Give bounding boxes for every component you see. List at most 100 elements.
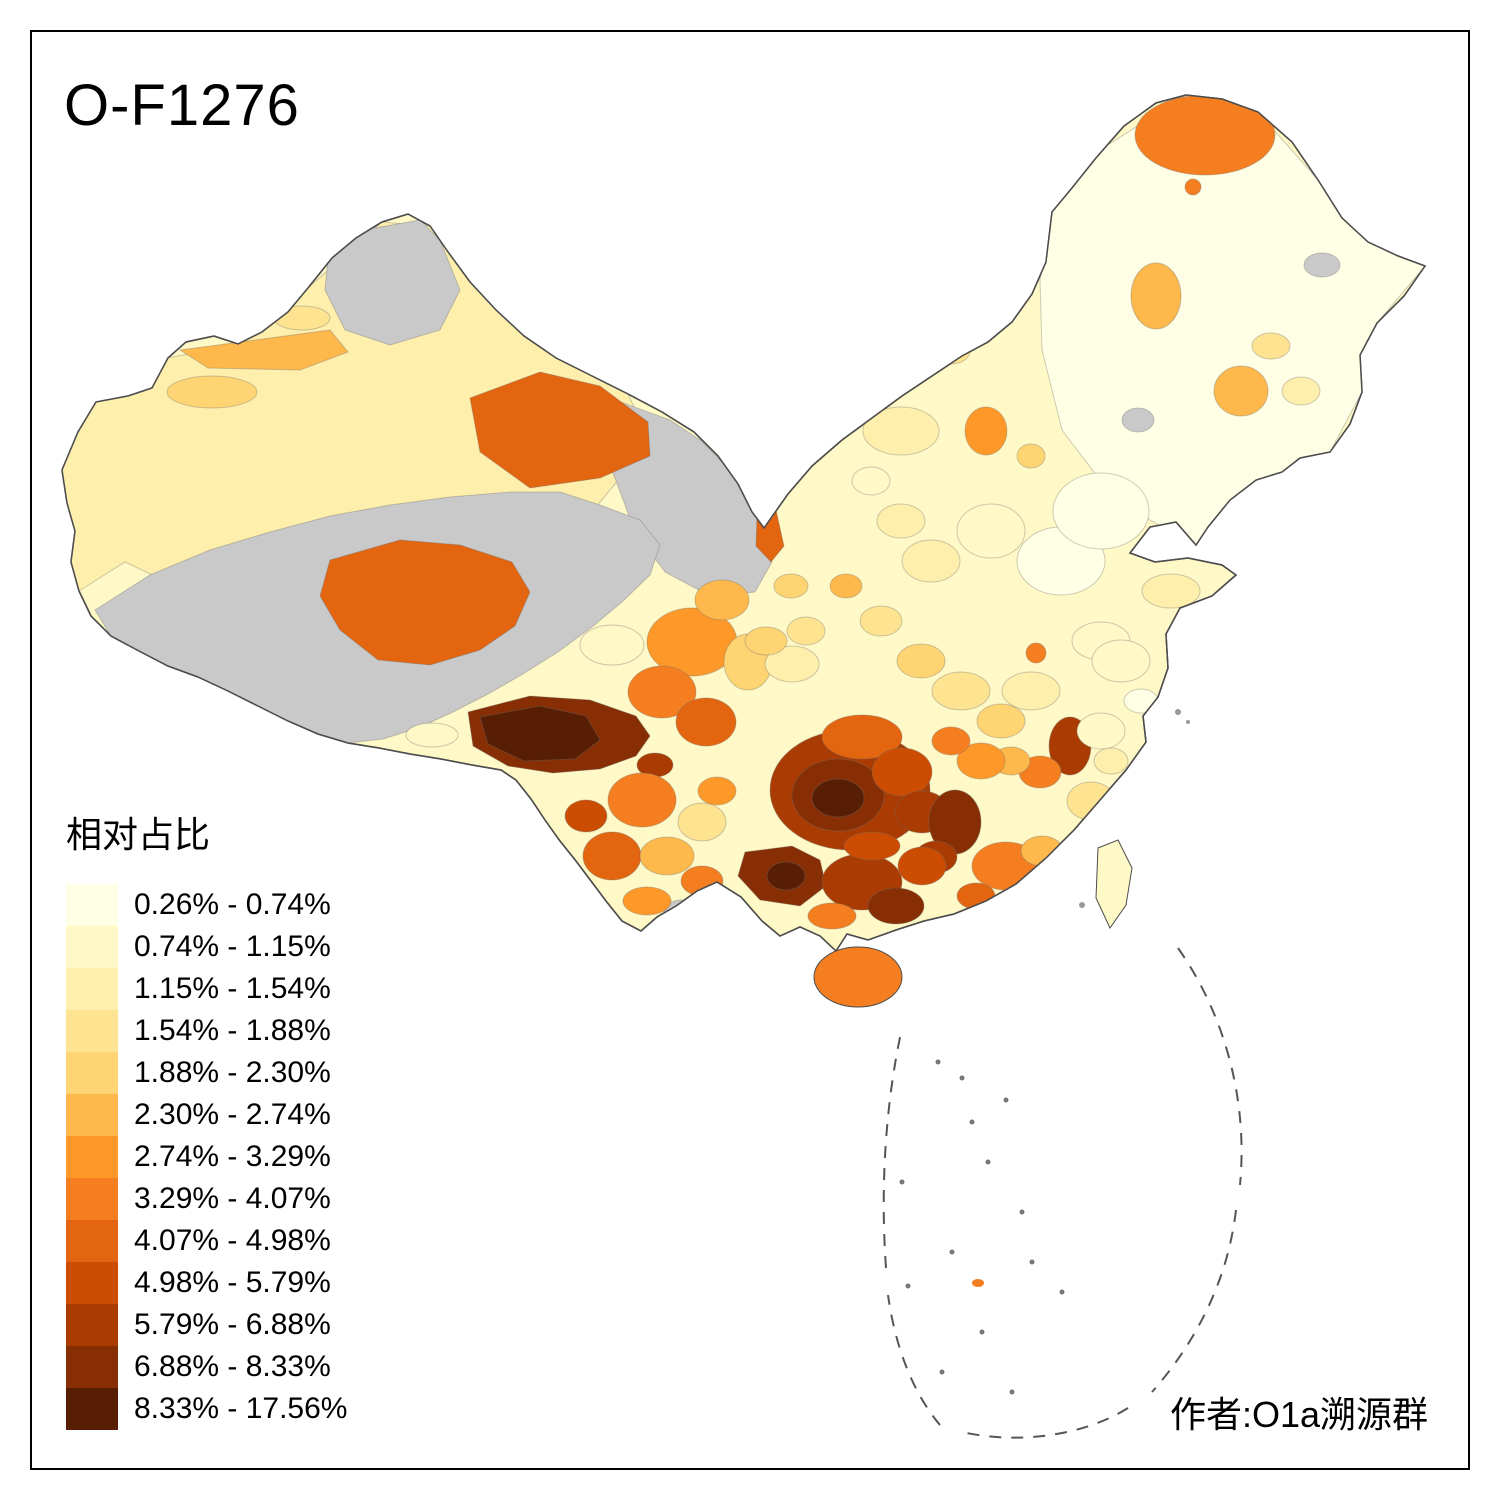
legend-label: 1.54% - 1.88% <box>134 1014 331 1047</box>
map-region <box>896 643 946 679</box>
legend-item: 1.15% - 1.54% <box>66 968 347 1010</box>
map-region <box>931 726 971 756</box>
legend-label: 5.79% - 6.88% <box>134 1308 331 1341</box>
map-region <box>956 503 1026 559</box>
legend-item: 4.98% - 5.79% <box>66 1262 347 1304</box>
legend-swatch <box>66 1178 118 1220</box>
map-region <box>166 375 258 409</box>
legend-item: 1.88% - 2.30% <box>66 1052 347 1094</box>
legend-item: 6.88% - 8.33% <box>66 1346 347 1388</box>
map-region <box>1281 376 1321 406</box>
map-region <box>862 406 940 456</box>
map-region <box>1141 573 1201 609</box>
legend-item: 2.30% - 2.74% <box>66 1094 347 1136</box>
map-region <box>694 579 750 621</box>
map-region <box>675 697 737 747</box>
map-region <box>1093 747 1129 775</box>
legend-item: 8.33% - 17.56% <box>66 1388 347 1430</box>
map-region <box>1016 443 1046 469</box>
map-region <box>766 861 806 891</box>
map-region <box>976 703 1026 739</box>
legend: 相对占比 0.26% - 0.74% 0.74% - 1.15% 1.15% - 1… <box>66 806 347 1430</box>
legend-item: 5.79% - 6.88% <box>66 1304 347 1346</box>
map-region <box>964 406 1008 456</box>
legend-label: 2.30% - 2.74% <box>134 1098 331 1131</box>
map-region <box>1066 781 1116 821</box>
map-region <box>469 371 651 489</box>
map-region <box>1130 262 1182 330</box>
map-region <box>178 329 349 371</box>
map-region <box>1042 852 1082 880</box>
attribution: 作者:O1a溯源群 <box>1169 1394 1428 1435</box>
map-region <box>1121 407 1155 433</box>
map-region <box>1251 332 1291 360</box>
map-region <box>579 624 645 666</box>
map-region <box>319 539 531 666</box>
legend-label: 4.07% - 4.98% <box>134 1224 331 1257</box>
legend-item: 0.26% - 0.74% <box>66 884 347 926</box>
map-region <box>1052 472 1150 550</box>
map-region <box>956 742 1006 780</box>
legend-swatch <box>66 1346 118 1388</box>
legend-item: 4.07% - 4.98% <box>66 1220 347 1262</box>
legend-swatch <box>66 1262 118 1304</box>
map-region <box>622 886 672 916</box>
islands <box>813 709 1190 1008</box>
hainan-island <box>813 946 903 1008</box>
map-region <box>627 665 697 719</box>
map-region <box>1303 252 1341 278</box>
map-region <box>843 831 901 861</box>
map-title: O-F1276 <box>64 73 300 138</box>
legend-swatch <box>66 1010 118 1052</box>
coastal-islet <box>1175 709 1181 715</box>
map-region <box>607 772 677 828</box>
map-region <box>1025 642 1047 664</box>
map-region <box>405 722 459 748</box>
map-region <box>859 605 903 637</box>
legend-item: 0.74% - 1.15% <box>66 926 347 968</box>
legend-swatch <box>66 1304 118 1346</box>
map-region <box>1091 639 1151 683</box>
map-region <box>697 776 737 806</box>
legend-label: 1.15% - 1.54% <box>134 972 331 1005</box>
map-region <box>811 778 865 818</box>
sansha-islet <box>972 1279 984 1287</box>
map-region <box>744 626 788 656</box>
map-region <box>1076 712 1126 750</box>
coastal-islet <box>1186 720 1190 724</box>
legend-swatch <box>66 884 118 926</box>
map-region <box>677 802 727 842</box>
legend-swatch <box>66 968 118 1010</box>
map-region <box>273 305 331 331</box>
map-region <box>901 539 961 583</box>
map-region <box>479 705 601 762</box>
legend-item: 3.29% - 4.07% <box>66 1178 347 1220</box>
legend-item: 2.74% - 3.29% <box>66 1136 347 1178</box>
legend-label: 6.88% - 8.33% <box>134 1350 331 1383</box>
legend-swatch <box>66 1094 118 1136</box>
legend-label: 1.88% - 2.30% <box>134 1056 331 1089</box>
map-region <box>1184 178 1202 196</box>
map-region <box>1001 671 1061 711</box>
map-region <box>897 846 947 886</box>
map-region <box>639 836 695 876</box>
legend-label: 4.98% - 5.79% <box>134 1266 331 1299</box>
map-region <box>876 503 926 539</box>
legend-label: 0.26% - 0.74% <box>134 888 331 921</box>
map-region <box>871 747 933 797</box>
legend-swatch <box>66 1220 118 1262</box>
legend-item: 1.54% - 1.88% <box>66 1010 347 1052</box>
nine-dash-line <box>882 947 1243 1439</box>
map-region <box>786 616 826 646</box>
legend-label: 3.29% - 4.07% <box>134 1182 331 1215</box>
legend-swatch <box>66 1052 118 1094</box>
map-region <box>867 887 925 925</box>
penghu-islet <box>1079 902 1085 908</box>
map-region <box>851 466 891 496</box>
taiwan-island <box>1095 839 1133 929</box>
map-region <box>829 573 863 599</box>
map-region <box>807 902 857 930</box>
map-region <box>1123 688 1159 714</box>
